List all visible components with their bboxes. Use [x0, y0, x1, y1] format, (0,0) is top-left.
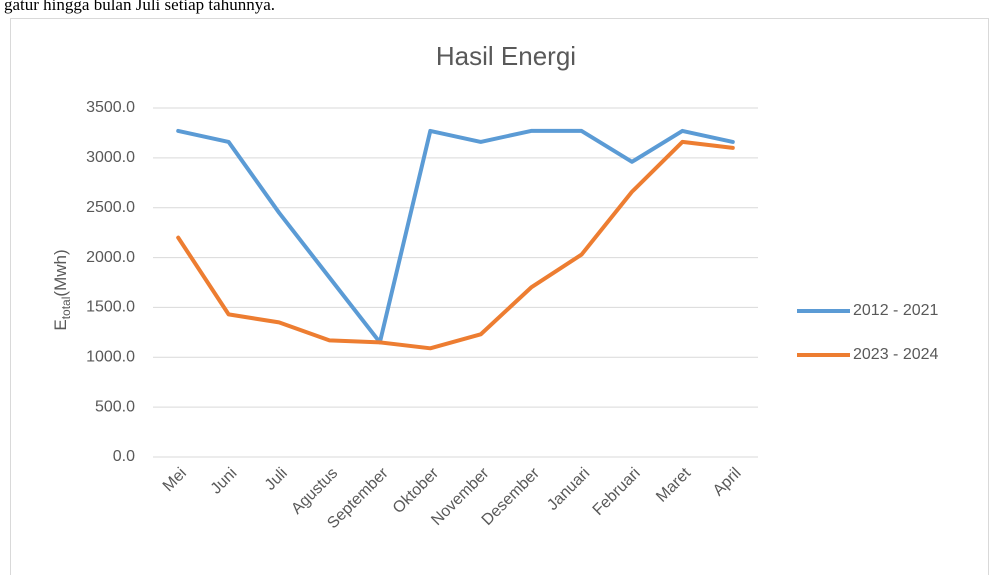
x-tick-label: Mei [160, 465, 190, 495]
series-line [176, 139, 735, 351]
series-line [176, 128, 735, 345]
chart-frame [10, 18, 989, 579]
x-tick-label: April [710, 465, 745, 500]
caption: gatur hingga bulan Juli setiap tahunnya. [4, 0, 275, 14]
legend-label: 2023 - 2024 [853, 346, 939, 363]
y-tick-label: 1000.0 [86, 349, 135, 366]
y-tick-label: 0.0 [113, 448, 135, 465]
chart-title: Hasil Energi [436, 41, 576, 71]
y-label-sub: total [59, 297, 73, 320]
y-tick-label: 2500.0 [86, 199, 135, 216]
y-label-main: E [51, 319, 70, 330]
y-label-unit: (Mwh) [51, 249, 70, 296]
y-tick-label: 500.0 [95, 398, 135, 415]
x-tick-label: Juli [262, 465, 291, 494]
x-tick-label: Februari [590, 465, 644, 519]
y-tick-label: 2000.0 [86, 249, 135, 266]
x-tick-label: Maret [653, 464, 694, 505]
x-tick-label: Januari [544, 465, 593, 514]
y-tick-label: 1500.0 [86, 299, 135, 316]
y-tick-label: 3500.0 [86, 99, 135, 116]
x-tick-label: Oktober [390, 464, 443, 517]
y-axis-label: Etotal(Mwh) [51, 249, 73, 330]
legend-label: 2012 - 2021 [853, 302, 939, 319]
x-tick-label: Juni [208, 465, 241, 498]
y-tick-label: 3000.0 [86, 149, 135, 166]
